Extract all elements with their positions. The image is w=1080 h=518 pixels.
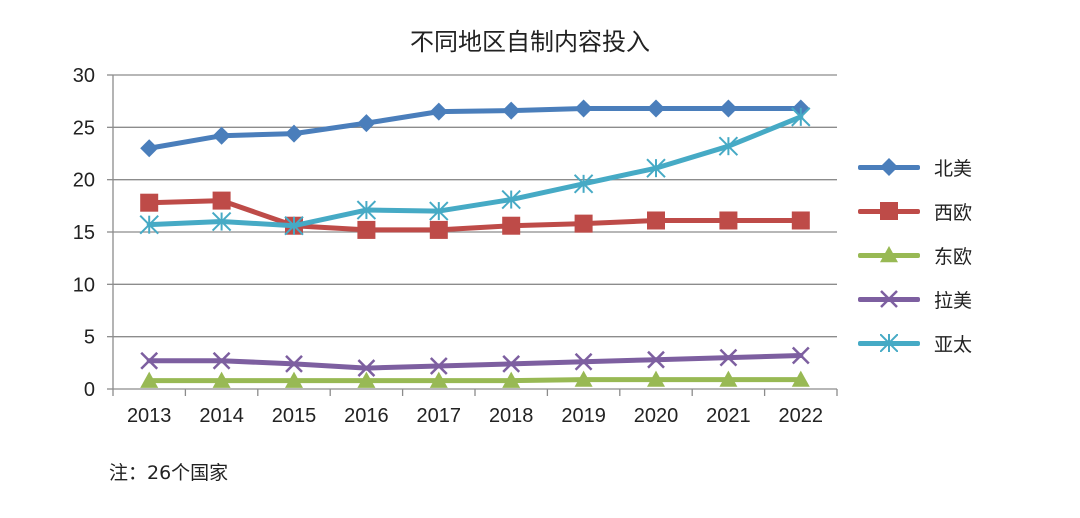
y-tick-label: 20 <box>73 170 95 192</box>
x-tick-label: 2020 <box>634 405 679 427</box>
data-point <box>719 370 738 387</box>
data-point <box>357 371 376 388</box>
data-point <box>285 371 303 388</box>
data-point <box>357 220 376 239</box>
footnote: 注：26个国家 <box>109 462 229 484</box>
series-东欧 <box>140 370 810 388</box>
data-point <box>140 139 159 158</box>
data-point <box>646 158 666 178</box>
data-point <box>501 189 521 210</box>
data-point <box>647 350 665 369</box>
data-point <box>284 216 304 236</box>
data-point <box>140 371 159 388</box>
x-tick-label: 2016 <box>344 405 389 427</box>
y-tick-label: 0 <box>84 379 95 401</box>
data-point <box>211 211 232 232</box>
legend-label: 拉美 <box>934 290 973 312</box>
data-point <box>502 371 521 388</box>
data-point <box>719 99 738 118</box>
data-point <box>574 99 593 118</box>
x-tick-label: 2022 <box>779 405 824 427</box>
data-point <box>212 351 231 370</box>
data-point <box>429 102 448 121</box>
legend-marker <box>880 290 898 308</box>
data-point <box>719 211 738 230</box>
legend-label: 北美 <box>934 158 973 180</box>
x-tick-label: 2013 <box>127 405 172 427</box>
x-tick-label: 2015 <box>272 405 317 427</box>
data-point <box>502 216 521 235</box>
y-tick-label: 10 <box>73 274 95 296</box>
data-point <box>647 370 665 387</box>
data-point <box>212 371 231 388</box>
data-point <box>429 220 448 239</box>
data-point <box>502 354 521 373</box>
data-point <box>791 346 810 365</box>
data-point <box>356 200 377 220</box>
legend-marker <box>880 158 898 176</box>
legend-marker <box>880 246 898 263</box>
data-point <box>212 126 231 145</box>
legend-marker <box>880 202 898 220</box>
data-point <box>647 211 665 230</box>
series-西欧 <box>140 191 810 239</box>
data-point <box>285 124 303 143</box>
data-point <box>212 191 231 210</box>
data-point <box>139 214 159 235</box>
gridlines <box>113 74 837 338</box>
data-point <box>357 359 376 377</box>
data-point <box>429 201 449 221</box>
data-point <box>574 370 593 387</box>
data-point <box>791 107 811 127</box>
data-point <box>718 136 739 156</box>
series-line <box>146 198 804 233</box>
data-point <box>285 354 303 373</box>
legend-marker-shape <box>880 246 898 263</box>
legend-label: 西欧 <box>934 202 973 224</box>
data-point <box>140 193 159 212</box>
data-point <box>429 371 448 388</box>
y-tick-label: 15 <box>73 222 95 244</box>
data-point <box>140 351 159 370</box>
x-tick-label: 2014 <box>199 405 244 427</box>
data-point <box>719 348 738 367</box>
x-tick-label: 2021 <box>706 405 751 427</box>
series-亚太 <box>139 107 811 236</box>
x-tick-label: 2017 <box>417 405 462 427</box>
legend-marker <box>880 334 898 352</box>
chart-title: 不同地区自制内容投入 <box>410 28 650 56</box>
data-point <box>574 214 593 233</box>
legend-marker-shape <box>880 334 898 352</box>
x-tick-label: 2018 <box>489 405 534 427</box>
series-line <box>146 114 804 229</box>
legend-marker-shape <box>880 202 898 220</box>
series-拉美 <box>140 346 810 377</box>
series-line <box>146 353 804 371</box>
series-line <box>146 377 804 384</box>
data-point <box>429 357 448 375</box>
legend-marker-shape <box>880 158 898 176</box>
series-line <box>146 105 804 151</box>
series-北美 <box>140 99 810 158</box>
y-tick-label: 30 <box>73 65 95 87</box>
data-point <box>573 174 594 194</box>
data-point <box>791 211 810 230</box>
legend-label: 亚太 <box>934 334 973 356</box>
data-point <box>574 352 593 371</box>
y-tick-label: 25 <box>73 117 95 139</box>
data-point <box>502 101 521 120</box>
x-tick-label: 2019 <box>561 405 606 427</box>
y-tick-label: 5 <box>84 327 95 349</box>
legend-label: 东欧 <box>934 246 973 268</box>
legend-marker-shape <box>880 290 898 308</box>
data-point <box>791 370 810 387</box>
data-point <box>357 114 376 133</box>
data-point <box>647 99 665 118</box>
